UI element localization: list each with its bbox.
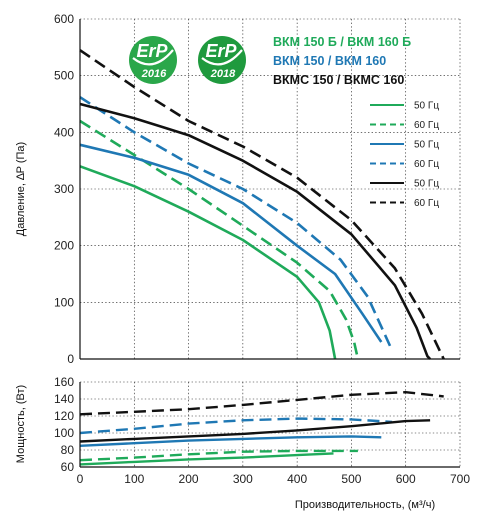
power-series-line (79, 391, 444, 416)
legend-label: 50 Гц (414, 101, 439, 112)
erp-badges: ErP 2016 ErP 2018 (129, 36, 246, 84)
power-series-line (79, 417, 393, 435)
erp-badge-circle (198, 36, 246, 84)
power-axes: 60 80 100 120 140 160 0 100 200 300 400 500 600 700 (54, 375, 470, 486)
pressure-y-tick-label: 600 (54, 12, 74, 26)
pressure-axis-label: Давление, ∆P (Па) (15, 142, 27, 236)
erp-badge-year: 2018 (210, 68, 236, 80)
model-group-label: ВКМС 150 / ВКМС 160 (273, 73, 404, 87)
pressure-y-tick-label: 500 (54, 69, 74, 83)
model-group-label: ВКМ 150 Б / ВКМ 160 Б (273, 35, 411, 49)
erp-badge-title: ErP (205, 41, 237, 61)
erp-badge-year: 2016 (141, 68, 167, 80)
legend-label: 60 Гц (414, 198, 439, 209)
power-y-tick-label: 100 (54, 426, 74, 440)
erp-badge: ErP 2018 (198, 36, 246, 84)
power-series-line (79, 419, 431, 443)
flow-x-tick-label: 600 (396, 472, 416, 486)
pressure-y-tick-label: 100 (54, 295, 74, 309)
erp-badge: ErP 2016 (129, 36, 177, 84)
power-y-tick-label: 120 (54, 409, 74, 423)
power-series-line (79, 452, 334, 466)
power-grid (79, 381, 461, 468)
flow-x-tick-label: 400 (287, 472, 307, 486)
flow-x-tick-label: 700 (450, 472, 470, 486)
pressure-y-tick-label: 200 (54, 239, 74, 253)
pressure-y-tick-label: 0 (67, 352, 74, 366)
legend-label: 60 Гц (414, 120, 439, 131)
erp-badge-swoosh (201, 49, 243, 66)
flow-x-tick-label: 200 (179, 472, 199, 486)
legend-label: 50 Гц (414, 179, 439, 190)
pressure-series-line (79, 165, 337, 360)
power-series (79, 391, 444, 466)
legend: 50 Гц 60 Гц 50 Гц 60 Гц 50 Гц 60 Гц (370, 101, 439, 209)
pressure-y-tick-label: 300 (54, 182, 74, 196)
erp-badge-title: ErP (136, 41, 168, 61)
power-series-line (79, 449, 358, 462)
power-y-tick-label: 80 (61, 443, 75, 457)
pressure-series-line (79, 119, 360, 360)
pressure-axes: 0 100 200 300 400 500 600 (54, 12, 460, 366)
pressure-series-line (79, 143, 383, 343)
model-group-label: ВКМ 150 / ВКМ 160 (273, 54, 386, 68)
flow-x-tick-label: 500 (341, 472, 361, 486)
flow-x-tick-label: 100 (124, 472, 144, 486)
pressure-series-line (79, 102, 432, 360)
power-series-line (79, 435, 382, 447)
flow-x-tick-label: 0 (77, 472, 84, 486)
flow-x-tick-label: 300 (233, 472, 253, 486)
model-group-labels: ВКМ 150 Б / ВКМ 160 Б ВКМ 150 / ВКМ 160 ВК… (273, 35, 411, 87)
power-y-tick-label: 160 (54, 375, 74, 389)
erp-badge-swoosh (132, 49, 174, 66)
pressure-y-tick-label: 400 (54, 125, 74, 139)
erp-badge-circle (129, 36, 177, 84)
pressure-series-line (79, 96, 394, 352)
pressure-series-line (79, 49, 445, 360)
power-axis-label: Мощность, (Вт) (15, 385, 27, 463)
legend-label: 50 Гц (414, 140, 439, 151)
power-y-tick-label: 140 (54, 392, 74, 406)
pressure-series (79, 49, 445, 360)
power-y-tick-label: 60 (61, 460, 75, 474)
flow-axis-label: Производительность, (м³/ч) (295, 499, 435, 511)
legend-label: 60 Гц (414, 159, 439, 170)
